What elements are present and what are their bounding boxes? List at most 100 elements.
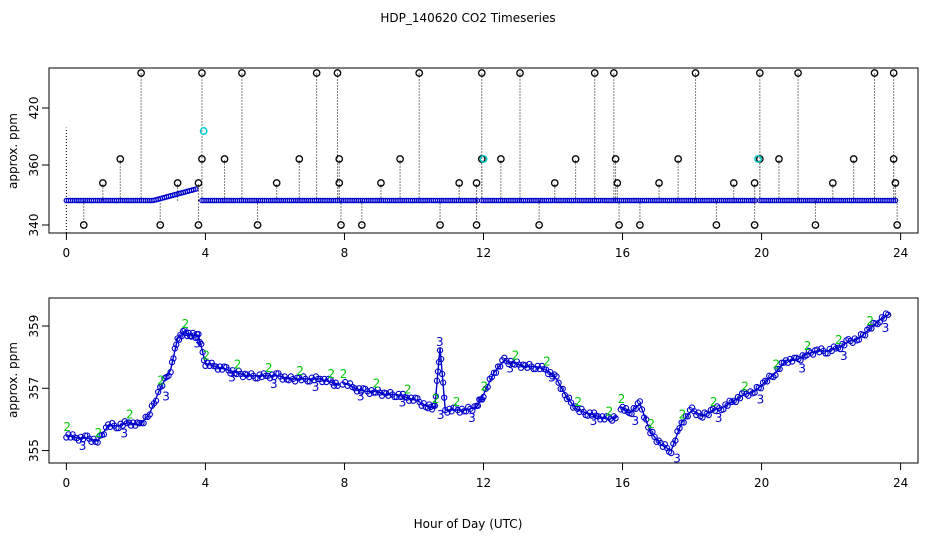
top-outlier-point bbox=[750, 179, 759, 187]
top-x-tick-label: 12 bbox=[476, 246, 491, 260]
bottom-series-point bbox=[440, 379, 447, 386]
bottom-point-label: 2 bbox=[741, 380, 749, 394]
bottom-point-label: 2 bbox=[340, 367, 348, 381]
bottom-point-label: 2 bbox=[772, 358, 780, 372]
bottom-series-point bbox=[433, 377, 441, 384]
bottom-point-label: 3 bbox=[715, 411, 723, 425]
top-x-tick-label: 20 bbox=[754, 246, 769, 260]
top-x-tick-label: 24 bbox=[893, 246, 908, 260]
top-main-point bbox=[192, 186, 199, 192]
top-outlier-point bbox=[198, 69, 206, 77]
bottom-series-point bbox=[332, 379, 339, 386]
bottom-series-point bbox=[682, 413, 689, 420]
top-x-tick-label: 16 bbox=[615, 246, 630, 260]
bottom-series-point bbox=[862, 332, 869, 339]
top-outlier-point bbox=[849, 155, 858, 163]
bottom-series-point bbox=[480, 393, 487, 401]
x-axis-label: Hour of Day (UTC) bbox=[414, 517, 523, 531]
bottom-series-point bbox=[432, 393, 440, 400]
bottom-point-label: 3 bbox=[673, 452, 681, 466]
top-outlier-point bbox=[550, 179, 559, 187]
top-cyan-point bbox=[199, 127, 208, 135]
top-outlier-point bbox=[436, 221, 444, 229]
top-x-tick-label: 8 bbox=[341, 246, 349, 260]
top-outlier-point bbox=[116, 155, 125, 163]
top-outlier-point bbox=[636, 221, 644, 229]
bottom-series-lines bbox=[63, 310, 892, 457]
bottom-series-point bbox=[636, 398, 644, 405]
bottom-point-label: 3 bbox=[194, 336, 202, 350]
bottom-series-point bbox=[94, 439, 101, 446]
bottom-y-tick-label: 357 bbox=[27, 377, 41, 400]
top-outlier-point bbox=[750, 221, 759, 229]
bottom-series-point bbox=[884, 311, 892, 318]
bottom-point-label: 3 bbox=[79, 439, 87, 453]
bottom-y-tick-label: 355 bbox=[27, 439, 41, 462]
bottom-point-label: 2 bbox=[95, 426, 103, 440]
bottom-series-point bbox=[494, 363, 502, 370]
top-outlier-point bbox=[811, 221, 820, 229]
bottom-point-label: 3 bbox=[506, 361, 514, 375]
bottom-point-label: 3 bbox=[228, 371, 236, 385]
bottom-series-point bbox=[159, 382, 166, 389]
bottom-series-point bbox=[182, 329, 190, 337]
bottom-point-label: 2 bbox=[574, 395, 582, 409]
top-outlier-point bbox=[535, 221, 543, 229]
top-cyan-point bbox=[479, 155, 488, 163]
bottom-x-tick-label: 12 bbox=[476, 476, 491, 490]
top-outlier-point bbox=[357, 221, 366, 229]
bottom-series-point bbox=[474, 402, 482, 409]
top-outlier-point bbox=[674, 155, 683, 163]
top-outlier-point bbox=[712, 221, 721, 229]
bottom-series-point bbox=[699, 414, 706, 421]
top-outlier-point bbox=[516, 69, 524, 77]
top-outlier-point bbox=[870, 69, 879, 77]
bottom-point-label: 2 bbox=[296, 364, 304, 378]
bottom-series-point bbox=[530, 365, 537, 373]
top-y-tick-label: 420 bbox=[27, 97, 41, 120]
bottom-series-point bbox=[724, 402, 731, 409]
top-outlier-points bbox=[79, 69, 901, 229]
bottom-point-label: 2 bbox=[157, 373, 165, 387]
bottom-series-point bbox=[181, 326, 188, 333]
bottom-series-point bbox=[555, 379, 562, 386]
bottom-series-point bbox=[822, 350, 829, 357]
bottom-point-label: 3 bbox=[548, 371, 556, 385]
top-main-point bbox=[890, 197, 897, 204]
bottom-series-point bbox=[651, 433, 658, 440]
bottom-point-label: 2 bbox=[512, 348, 520, 362]
top-outlier-point bbox=[295, 155, 304, 163]
bottom-series-point bbox=[438, 370, 446, 378]
bottom-series-point bbox=[492, 369, 500, 376]
top-outlier-point bbox=[613, 179, 622, 187]
bottom-series-point bbox=[763, 378, 771, 385]
top-outlier-point bbox=[775, 155, 783, 163]
top-outlier-point bbox=[729, 179, 738, 187]
bottom-series-point bbox=[567, 399, 575, 406]
bottom-series-point bbox=[431, 402, 438, 409]
top-outlier-point bbox=[828, 179, 837, 187]
top-outlier-point bbox=[137, 69, 145, 77]
top-outlier-point bbox=[220, 155, 229, 163]
top-outlier-point bbox=[891, 179, 900, 187]
bottom-x-tick-label: 16 bbox=[615, 476, 630, 490]
top-outlier-point bbox=[691, 69, 700, 77]
bottom-point-label: 2 bbox=[647, 417, 655, 431]
bottom-series-point bbox=[146, 411, 153, 418]
top-outlier-point bbox=[611, 155, 620, 163]
bottom-series-point bbox=[841, 342, 848, 349]
top-outlier-point bbox=[415, 69, 424, 77]
top-outlier-point bbox=[335, 179, 344, 187]
bottom-y-tick-label: 359 bbox=[27, 315, 41, 338]
bottom-series-point bbox=[557, 385, 564, 393]
bottom-series-point bbox=[154, 388, 162, 396]
bottom-point-label: 2 bbox=[328, 367, 336, 381]
bottom-point-label: 2 bbox=[234, 358, 242, 372]
bottom-series-point bbox=[170, 355, 177, 362]
top-outlier-point bbox=[238, 69, 246, 77]
bottom-point-label: 3 bbox=[312, 380, 320, 394]
bottom-series-point bbox=[619, 403, 626, 411]
bottom-series-point bbox=[855, 336, 863, 343]
